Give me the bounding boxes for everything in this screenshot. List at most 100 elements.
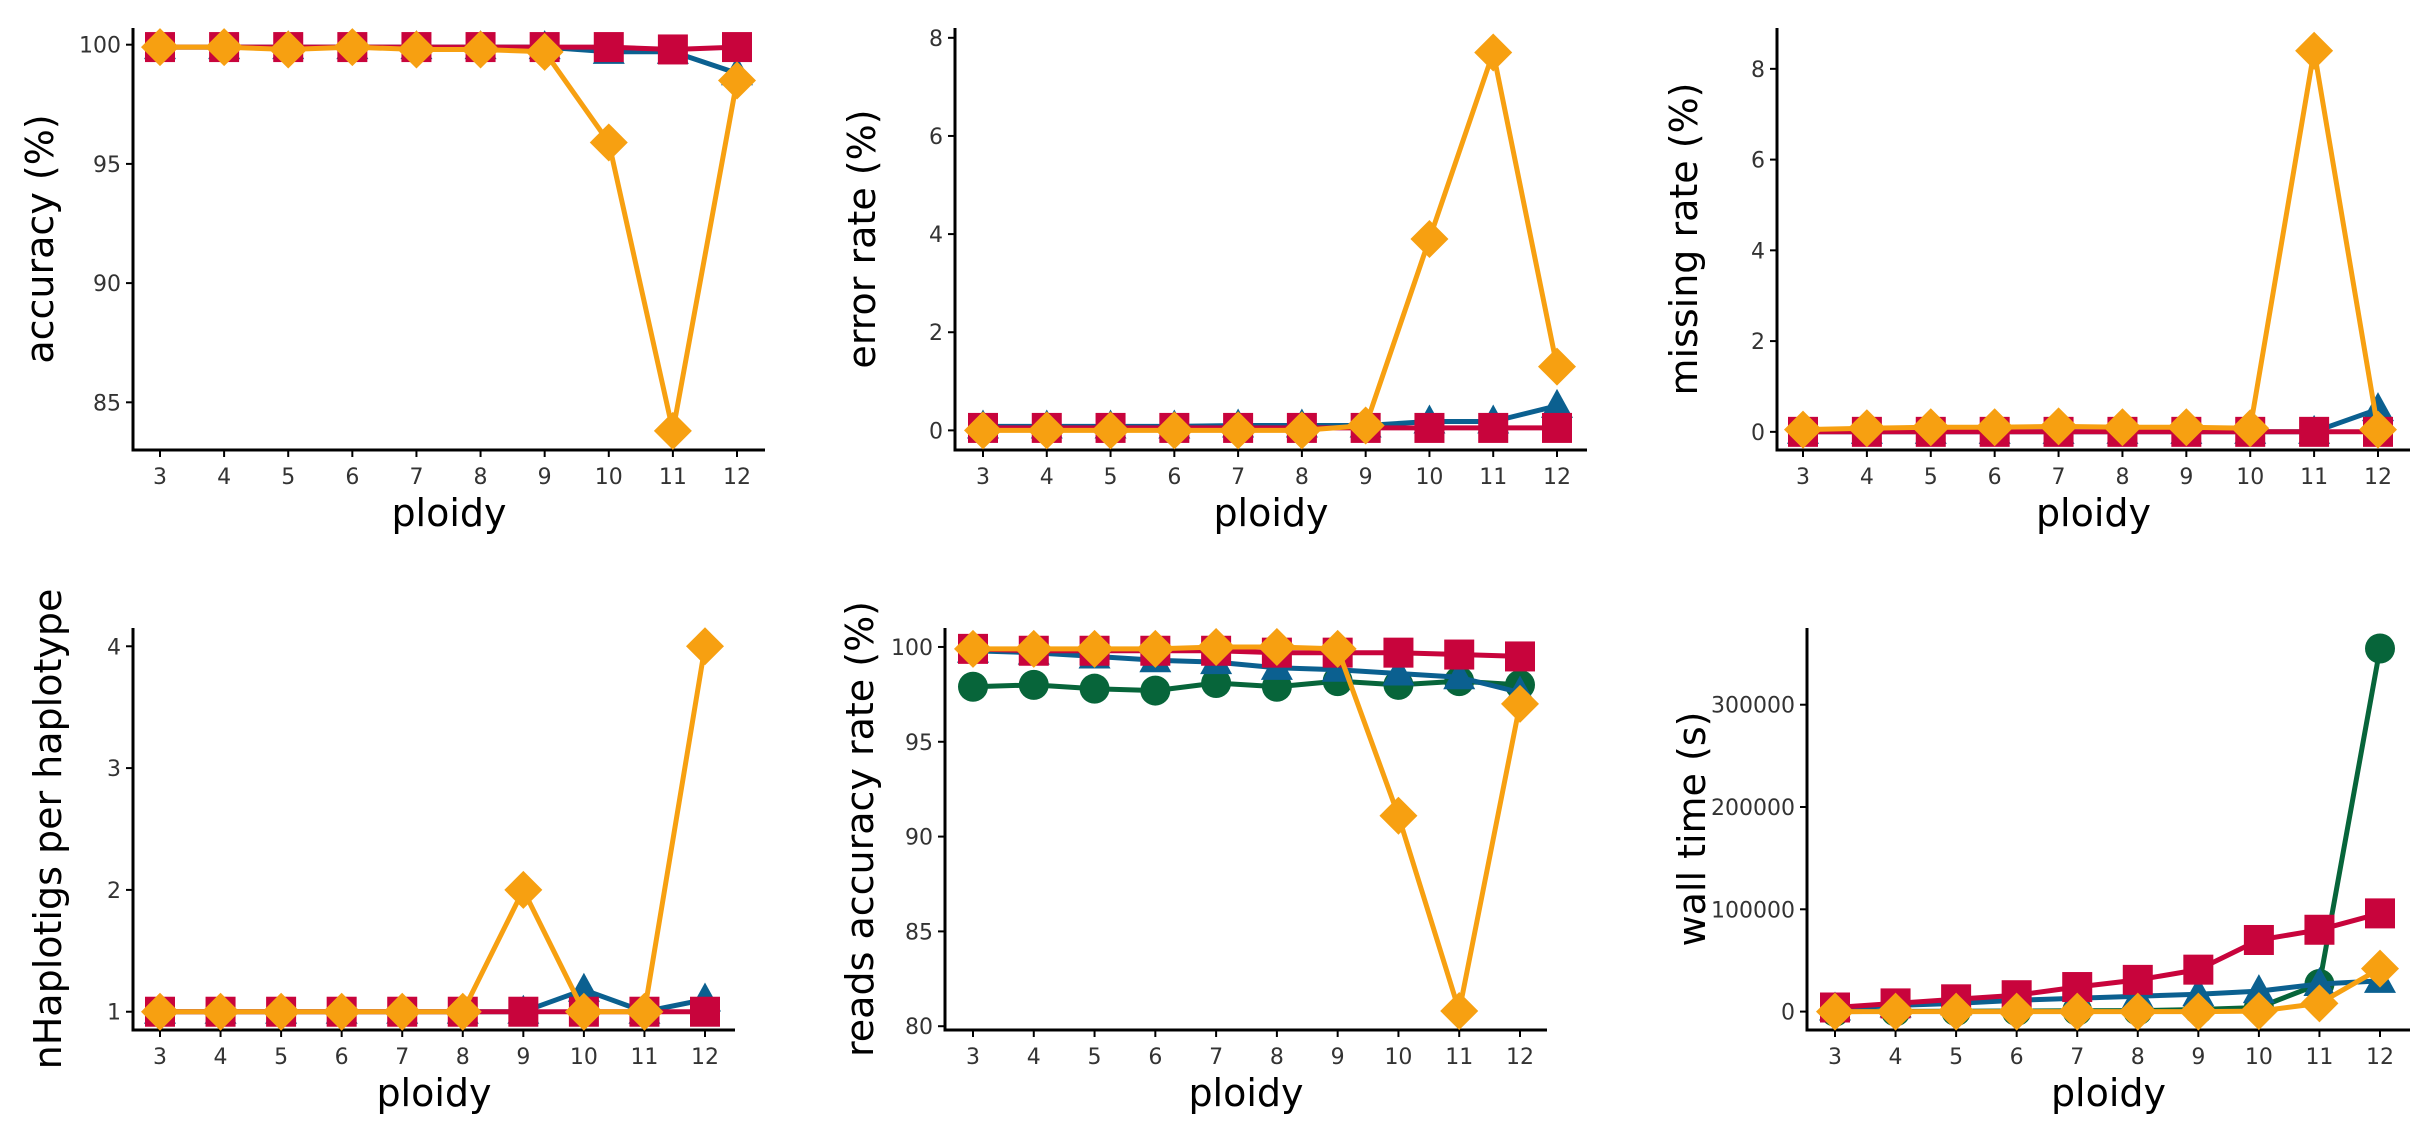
x-tick-label: 10	[2236, 465, 2264, 490]
series-line	[983, 403, 1558, 429]
data-point	[2167, 408, 2206, 447]
data-point	[1414, 412, 1445, 443]
data-point	[690, 996, 720, 1027]
x-tick-label: 8	[1295, 465, 1309, 490]
data-point	[2122, 964, 2153, 995]
x-tick-label: 5	[281, 465, 295, 490]
data-point	[508, 996, 539, 1027]
x-tick-label: 11	[2300, 465, 2328, 490]
x-tick-label: 10	[1384, 1045, 1412, 1070]
data-point	[1816, 992, 1854, 1031]
data-point	[1997, 992, 2036, 1031]
x-tick-label: 4	[1860, 465, 1874, 490]
x-tick-label: 7	[2070, 1045, 2084, 1070]
data-point	[1538, 347, 1576, 386]
series-diamond	[141, 627, 724, 1031]
y-tick-label: 3	[107, 757, 121, 782]
data-point	[141, 992, 179, 1031]
x-axis-title: ploidy	[1188, 1071, 1303, 1115]
x-tick-label: 10	[570, 1045, 598, 1070]
data-point	[443, 992, 482, 1031]
x-tick-label: 5	[274, 1045, 288, 1070]
x-tick-label: 8	[474, 465, 488, 490]
x-tick-label: 3	[1828, 1045, 1842, 1070]
y-axis-title: reads accuracy rate (%)	[838, 601, 882, 1057]
panel-accuracy: 3 4 5 6 7 8 9 10 11 12 85 90 95 100 ploidy accuracy (%)	[18, 28, 765, 535]
x-tick-label: 5	[1924, 465, 1938, 490]
y-tick-label: 100	[79, 34, 121, 59]
data-point	[1474, 33, 1513, 72]
data-point	[964, 411, 1002, 450]
y-tick-label: 8	[1751, 58, 1765, 83]
y-tick-label: 100	[891, 636, 933, 661]
data-point	[1478, 412, 1509, 443]
data-point	[954, 629, 992, 668]
data-point	[2182, 977, 2215, 1007]
data-point	[383, 992, 422, 1031]
series-line	[972, 648, 1521, 695]
x-tick-label: 7	[2052, 465, 2066, 490]
data-point	[2243, 924, 2274, 955]
data-point	[625, 992, 664, 1031]
y-axis-title: error rate (%)	[840, 109, 884, 368]
data-point	[1075, 629, 1114, 668]
y-tick-label: 80	[905, 1015, 933, 1040]
y-tick-label: 0	[1751, 421, 1765, 446]
x-tick-label: 4	[1889, 1045, 1903, 1070]
series-line	[983, 50, 1560, 433]
x-tick-label: 3	[153, 465, 167, 490]
data-point	[1383, 637, 1414, 668]
x-tick-label: 8	[2131, 1045, 2145, 1070]
x-tick-label: 7	[1231, 465, 1245, 490]
y-tick-label: 95	[93, 153, 121, 178]
series-diamond	[1784, 31, 2397, 449]
x-axis-title: ploidy	[376, 1071, 491, 1115]
data-point	[2242, 974, 2275, 1004]
data-point	[958, 671, 988, 702]
axes-lines	[131, 28, 765, 452]
data-point	[1443, 660, 1476, 690]
axes-lines	[953, 28, 1587, 452]
data-point	[2362, 392, 2394, 422]
data-point	[653, 411, 692, 450]
x-tick-label: 4	[214, 1045, 228, 1070]
data-point	[2303, 966, 2336, 996]
x-tick-label: 7	[1209, 1045, 1223, 1070]
data-point	[1542, 412, 1572, 443]
x-tick-label: 10	[595, 465, 623, 490]
x-tick-label: 5	[1949, 1045, 1963, 1070]
y-tick-label: 1	[107, 1001, 121, 1026]
x-tick-label: 3	[966, 1045, 980, 1070]
data-point	[1318, 629, 1357, 668]
data-point	[2118, 992, 2157, 1031]
axes-lines	[1775, 28, 2410, 452]
y-tick-label: 90	[905, 826, 933, 851]
series-line	[1834, 910, 2381, 1010]
data-point	[2304, 914, 2335, 945]
x-tick-label: 9	[538, 465, 552, 490]
y-tick-label: 200000	[1711, 796, 1795, 821]
axes-lines	[943, 628, 1547, 1032]
data-point	[2359, 410, 2397, 449]
series-line	[160, 44, 740, 434]
data-point	[322, 992, 361, 1031]
x-tick-label: 12	[2366, 1045, 2394, 1070]
y-axis-title: wall time (s)	[1670, 712, 1714, 947]
y-tick-label: 6	[929, 125, 943, 150]
y-tick-label: 85	[93, 391, 121, 416]
x-tick-label: 6	[2010, 1045, 2024, 1070]
data-point	[2239, 992, 2278, 1031]
x-tick-label: 11	[2305, 1045, 2333, 1070]
x-tick-label: 12	[723, 465, 751, 490]
data-point	[1784, 410, 1822, 449]
x-tick-label: 3	[976, 465, 990, 490]
data-point	[1197, 627, 1236, 666]
x-tick-label: 8	[1270, 1045, 1284, 1070]
data-point	[1440, 992, 1479, 1031]
series-line	[972, 678, 1521, 694]
data-point	[1382, 656, 1415, 686]
data-point	[269, 30, 308, 69]
series-diamond	[954, 627, 1539, 1031]
